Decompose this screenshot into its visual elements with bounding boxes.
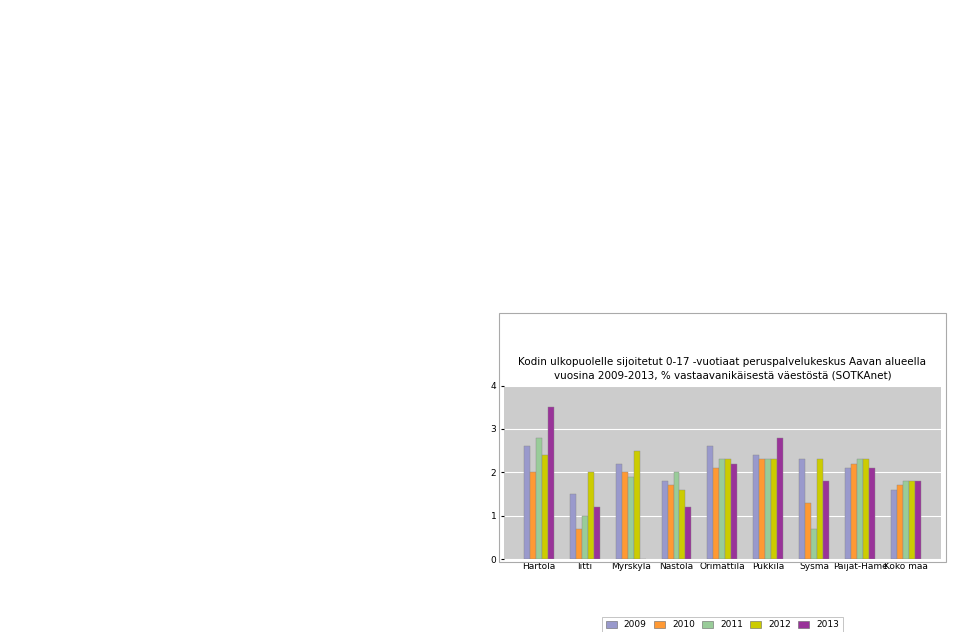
Bar [667, 485, 674, 559]
Bar [863, 459, 869, 559]
Bar [536, 437, 541, 559]
Bar [805, 503, 811, 559]
Bar [615, 464, 622, 559]
Bar [674, 473, 680, 559]
Bar [754, 455, 759, 559]
Bar [823, 481, 829, 559]
Bar [548, 407, 554, 559]
Legend: 2009, 2010, 2011, 2012, 2013: 2009, 2010, 2011, 2012, 2013 [602, 617, 843, 632]
Bar [817, 459, 823, 559]
Bar [811, 529, 817, 559]
Bar [593, 507, 600, 559]
Bar [915, 481, 921, 559]
Bar [530, 473, 536, 559]
Bar [713, 468, 719, 559]
Bar [845, 468, 852, 559]
Bar [759, 459, 765, 559]
Bar [732, 464, 737, 559]
Bar [765, 459, 771, 559]
Bar [909, 481, 915, 559]
Bar [869, 468, 875, 559]
Bar [634, 451, 639, 559]
Bar [852, 464, 857, 559]
Bar [524, 446, 530, 559]
Bar [857, 459, 863, 559]
Bar [891, 490, 897, 559]
Bar [708, 446, 713, 559]
Bar [570, 494, 576, 559]
Bar [622, 473, 628, 559]
Bar [680, 490, 685, 559]
Bar [541, 455, 548, 559]
Bar [685, 507, 691, 559]
Bar [582, 516, 588, 559]
Bar [897, 485, 903, 559]
Bar [771, 459, 778, 559]
Bar [588, 473, 593, 559]
Bar [661, 481, 667, 559]
Bar [719, 459, 726, 559]
Bar [778, 437, 783, 559]
Bar [903, 481, 909, 559]
Title: Kodin ulkopuolelle sijoitetut 0-17 -vuotiaat peruspalvelukeskus Aavan alueella
v: Kodin ulkopuolelle sijoitetut 0-17 -vuot… [518, 357, 926, 380]
Bar [800, 459, 805, 559]
Bar [576, 529, 582, 559]
Bar [726, 459, 732, 559]
Bar [628, 477, 634, 559]
